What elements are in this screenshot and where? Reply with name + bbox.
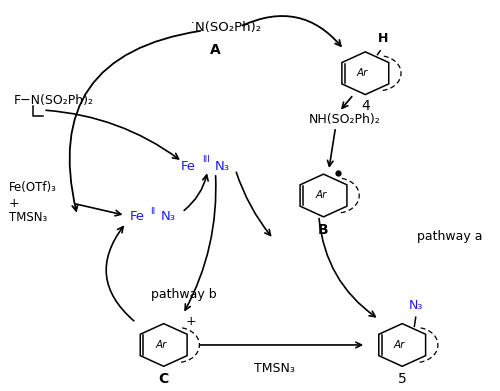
Text: NH(SO₂Ph)₂: NH(SO₂Ph)₂ xyxy=(309,113,380,126)
Text: A: A xyxy=(210,43,220,57)
Text: Ar: Ar xyxy=(357,68,368,78)
Text: 5: 5 xyxy=(398,372,406,386)
Text: Fe: Fe xyxy=(181,160,196,173)
Text: Fe: Fe xyxy=(130,210,144,223)
Text: TMSN₃: TMSN₃ xyxy=(254,362,295,375)
Text: 4: 4 xyxy=(361,99,370,113)
Text: pathway b: pathway b xyxy=(152,288,217,301)
Text: Ar: Ar xyxy=(394,340,405,350)
Text: N₃: N₃ xyxy=(161,210,176,223)
Text: II: II xyxy=(150,206,156,215)
Text: Fe(OTf)₃: Fe(OTf)₃ xyxy=(9,181,56,194)
Text: +: + xyxy=(9,197,20,210)
Text: +: + xyxy=(186,315,196,328)
Text: Ar: Ar xyxy=(315,190,326,201)
Text: N₃: N₃ xyxy=(408,299,423,312)
Text: pathway a: pathway a xyxy=(417,230,482,243)
Text: F−N(SO₂Ph)₂: F−N(SO₂Ph)₂ xyxy=(14,94,94,107)
Text: C: C xyxy=(158,372,169,386)
Text: TMSN₃: TMSN₃ xyxy=(9,211,47,224)
Text: III: III xyxy=(202,155,210,164)
Text: H: H xyxy=(378,32,388,45)
Text: Ar: Ar xyxy=(156,340,166,350)
Text: N₃: N₃ xyxy=(215,160,230,173)
Text: ̇N(SO₂Ph)₂: ̇N(SO₂Ph)₂ xyxy=(196,21,262,34)
Text: B: B xyxy=(318,223,329,237)
